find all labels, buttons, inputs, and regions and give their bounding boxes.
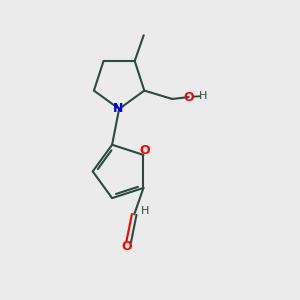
Text: H: H (199, 91, 208, 101)
Text: O: O (122, 240, 132, 253)
Text: N: N (113, 102, 124, 116)
Text: O: O (184, 91, 194, 103)
Text: H: H (141, 206, 149, 216)
Text: O: O (140, 144, 150, 157)
